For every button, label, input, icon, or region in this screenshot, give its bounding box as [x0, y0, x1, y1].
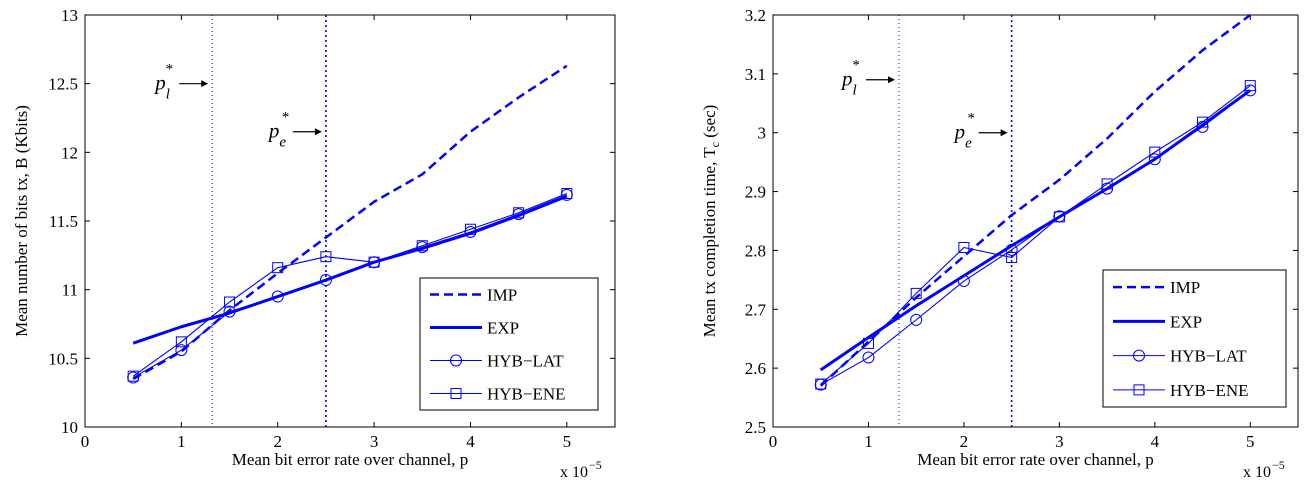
y-tick-label: 10 — [61, 418, 78, 437]
y-axis-label: Mean tx completion time, Tc (sec) — [700, 105, 722, 338]
x-tick-label: 0 — [769, 432, 778, 451]
x-tick-label: 3 — [1055, 432, 1064, 451]
x-multiplier-exponent: −5 — [1272, 458, 1285, 472]
data-point-circle — [223, 305, 236, 318]
x-tick-label: 2 — [273, 432, 282, 451]
series-line-exp — [819, 89, 1252, 372]
data-point-square — [815, 378, 827, 390]
data-point-square — [368, 256, 380, 268]
series-line-imp — [819, 13, 1252, 387]
y-tick-label: 2.5 — [745, 418, 766, 437]
data-point-square — [1053, 211, 1065, 223]
data-point-square — [272, 262, 284, 274]
legend: IMP EXP HYB−LAT HYB−ENE — [1102, 269, 1287, 408]
data-point-square — [513, 207, 525, 219]
y-tick-label: 12.5 — [48, 75, 78, 94]
data-point-square — [1101, 178, 1113, 190]
legend-label: HYB−ENE — [1170, 381, 1249, 400]
threshold-arrowhead — [888, 76, 895, 84]
data-point-square — [1244, 80, 1256, 92]
legend-marker-circle — [1133, 349, 1145, 362]
data-point-circle — [957, 275, 970, 288]
data-point-circle — [862, 351, 875, 364]
data-point-square — [224, 296, 236, 308]
threshold-label-e: pe* — [953, 111, 975, 152]
chart-right-completion-time: 0 1 2 3 4 5 2.5 2.6 2.7 2.8 2.9 3 3.1 3.2 Mean bit err… — [700, 6, 1299, 481]
data-point-square — [1149, 146, 1161, 158]
x-axis-label: Mean bit error rate over channel, p — [232, 450, 468, 469]
data-point-circle — [1005, 243, 1018, 256]
legend-label: IMP — [1170, 278, 1200, 297]
x-tick-label: 0 — [81, 432, 90, 451]
series-line-hyb-ene — [132, 193, 568, 377]
data-point-circle — [910, 313, 923, 326]
threshold-arrowhead — [201, 80, 209, 88]
series-line-hyb-lat — [820, 89, 1251, 386]
y-tick-label: 12 — [61, 143, 78, 162]
data-point-circle — [271, 290, 284, 303]
y-tick-label: 2.7 — [745, 300, 767, 319]
threshold-label-l: pl* — [840, 58, 860, 99]
x-axis-label: Mean bit error rate over channel, p — [917, 450, 1153, 469]
threshold-arrowhead — [1000, 129, 1008, 137]
x-tick-label: 2 — [960, 432, 969, 451]
data-point-circle — [175, 344, 188, 357]
x-tick-label: 1 — [177, 432, 186, 451]
y-tick-label: 2.6 — [745, 359, 766, 378]
data-point-square — [1006, 251, 1018, 263]
y-tick-label: 11 — [62, 281, 78, 300]
x-tick-label: 4 — [466, 432, 475, 451]
legend-box — [419, 277, 599, 411]
data-point-square — [320, 251, 332, 263]
data-point-square — [958, 241, 970, 253]
x-multiplier-exponent: −5 — [589, 458, 602, 472]
legend-marker-square — [1133, 384, 1145, 396]
y-tick-label: 2.8 — [745, 241, 766, 260]
data-point-square — [175, 336, 187, 348]
data-point-square — [862, 337, 874, 349]
legend: IMP EXP HYB−LAT HYB−ENE — [419, 277, 599, 411]
x-tick-label: 5 — [1246, 432, 1255, 451]
y-tick-label: 3 — [758, 124, 767, 143]
x-multiplier-label: x 10−5 — [560, 458, 602, 481]
y-tick-label: 13 — [61, 6, 78, 25]
legend-label: HYB−LAT — [1170, 347, 1247, 366]
y-tick-label: 11.5 — [49, 212, 78, 231]
data-point-square — [1197, 116, 1209, 128]
data-point-square — [416, 240, 428, 252]
data-point-circle — [319, 274, 332, 287]
legend-label: IMP — [487, 286, 517, 305]
y-tick-label: 10.5 — [48, 349, 78, 368]
y-tick-label: 3.1 — [745, 65, 766, 84]
legend-label: EXP — [487, 319, 519, 338]
x-tick-label: 3 — [370, 432, 379, 451]
y-tick-label: 3.2 — [745, 6, 766, 25]
data-point-square — [561, 188, 573, 200]
data-point-square — [464, 223, 476, 235]
legend-label: EXP — [1170, 312, 1202, 331]
y-axis-label: Mean number of bits tx, B (Kbits) — [12, 105, 31, 337]
legend-box — [1102, 269, 1287, 408]
threshold-label-l: pl* — [153, 62, 173, 103]
axes-box — [772, 14, 1299, 428]
threshold-arrowhead — [314, 128, 322, 136]
x-tick-label: 4 — [1151, 432, 1160, 451]
data-point-circle — [1148, 153, 1161, 166]
y-tick-label: 2.9 — [745, 183, 766, 202]
threshold-label-e: pe* — [267, 110, 289, 151]
x-multiplier-label: x 10−5 — [1243, 458, 1285, 481]
x-tick-label: 5 — [563, 432, 572, 451]
data-point-square — [127, 370, 139, 382]
series-line-hyb-lat — [132, 194, 568, 379]
legend-label: HYB−ENE — [487, 385, 566, 404]
legend-label: HYB−LAT — [487, 352, 564, 371]
legend-marker-square — [450, 388, 462, 399]
x-tick-label: 1 — [864, 432, 873, 451]
data-point-square — [910, 287, 922, 299]
legend-marker-circle — [450, 354, 462, 367]
series-line-hyb-ene — [820, 85, 1251, 385]
